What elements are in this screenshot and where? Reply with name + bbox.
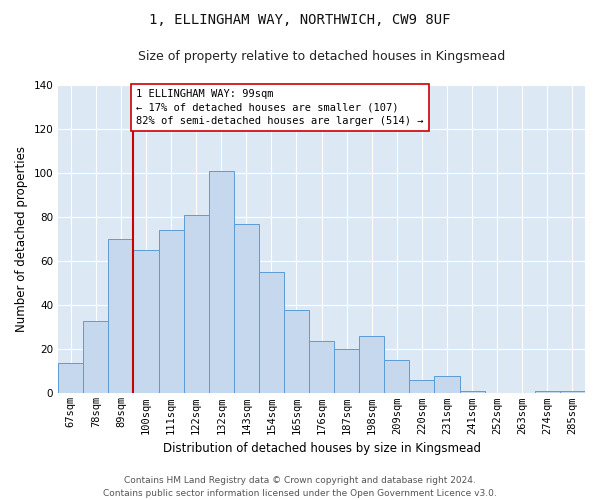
Text: 1 ELLINGHAM WAY: 99sqm
← 17% of detached houses are smaller (107)
82% of semi-de: 1 ELLINGHAM WAY: 99sqm ← 17% of detached… [136,90,424,126]
Y-axis label: Number of detached properties: Number of detached properties [15,146,28,332]
Bar [83,320,109,394]
Bar [409,380,434,394]
Bar [385,360,409,394]
Bar [184,215,209,394]
Bar [58,362,83,394]
Bar [109,239,133,394]
Text: 1, ELLINGHAM WAY, NORTHWICH, CW9 8UF: 1, ELLINGHAM WAY, NORTHWICH, CW9 8UF [149,12,451,26]
Bar [234,224,259,394]
Bar [209,171,234,394]
Bar [334,350,359,394]
Bar [284,310,309,394]
Bar [434,376,460,394]
Bar [560,391,585,394]
Bar [259,272,284,394]
Bar [359,336,385,394]
Text: Contains HM Land Registry data © Crown copyright and database right 2024.
Contai: Contains HM Land Registry data © Crown c… [103,476,497,498]
X-axis label: Distribution of detached houses by size in Kingsmead: Distribution of detached houses by size … [163,442,481,455]
Bar [158,230,184,394]
Bar [535,391,560,394]
Title: Size of property relative to detached houses in Kingsmead: Size of property relative to detached ho… [138,50,505,63]
Bar [133,250,158,394]
Bar [460,391,485,394]
Bar [309,340,334,394]
